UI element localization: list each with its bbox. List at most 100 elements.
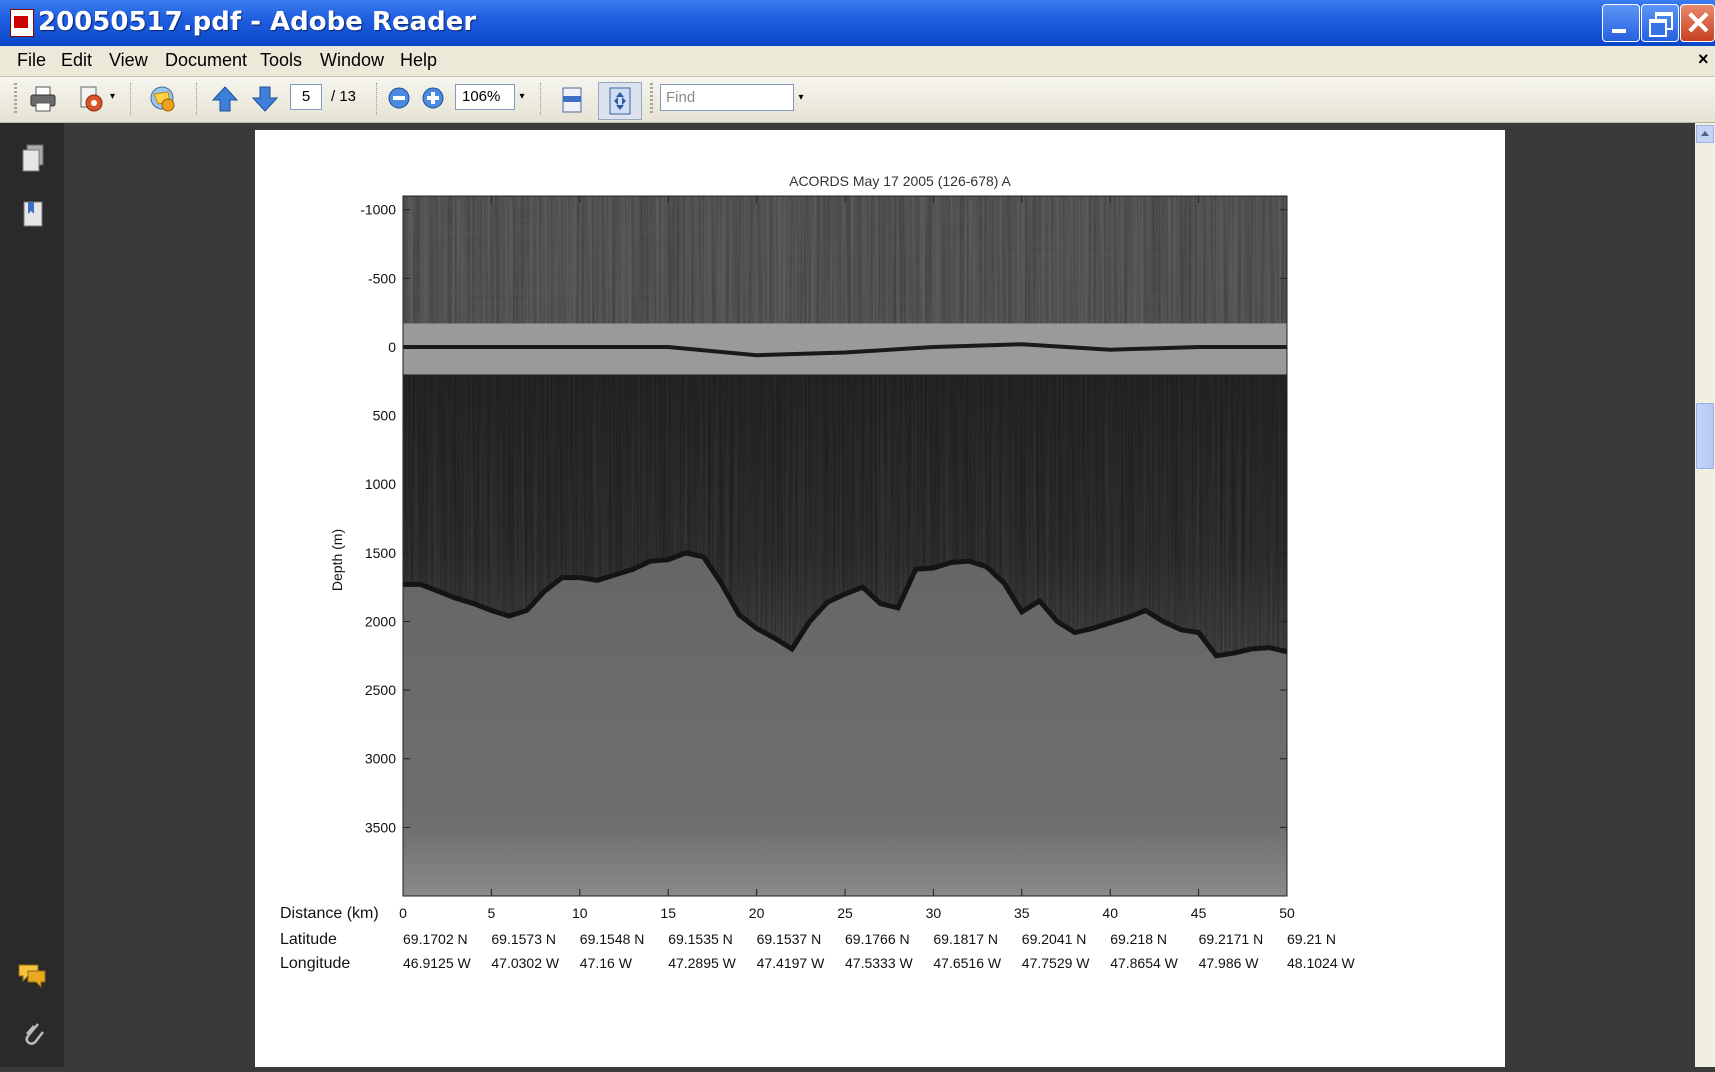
comments-icon[interactable] (16, 961, 48, 991)
longitude-value: 47.4197 W (757, 955, 825, 971)
menu-document[interactable]: Document (165, 50, 248, 70)
find-input[interactable]: Find (660, 84, 794, 111)
x-tick-label: 10 (572, 905, 588, 921)
longitude-value: 47.5333 W (845, 955, 913, 971)
close-document-icon[interactable]: × (1698, 49, 1709, 69)
latitude-label: Latitude (280, 931, 337, 948)
close-icon: ✕ (1685, 5, 1712, 41)
y-tick-label: -1000 (360, 202, 396, 218)
toolbar-separator (540, 83, 544, 115)
latitude-value: 69.2041 N (1022, 931, 1087, 947)
surface-reflection (403, 342, 1287, 358)
menu-bar: File Edit View Document Tools Window Hel… (0, 46, 1715, 77)
fit-page-icon (609, 87, 631, 115)
latitude-row: 69.1702 N 69.1573 N 69.1548 N 69.1535 N 69.1… (403, 931, 1336, 947)
pages-panel-icon[interactable] (20, 143, 46, 173)
x-tick-label: 45 (1191, 905, 1207, 921)
latitude-value: 69.218 N (1110, 931, 1167, 947)
y-tick-label: 0 (388, 339, 396, 355)
x-tick-label: 25 (837, 905, 853, 921)
longitude-value: 48.1024 W (1287, 955, 1355, 971)
restore-button[interactable] (1641, 4, 1679, 42)
menu-file[interactable]: File (17, 50, 47, 70)
bookmarks-panel-icon[interactable] (20, 199, 46, 229)
email-dropdown-icon[interactable]: ▾ (110, 91, 116, 102)
latitude-value: 69.21 N (1287, 931, 1336, 947)
scroll-up-button[interactable] (1696, 125, 1714, 143)
y-tick-label: 500 (373, 408, 397, 424)
toolbar-grip[interactable] (14, 83, 17, 115)
menu-view[interactable]: View (109, 50, 148, 70)
latitude-value: 69.1537 N (757, 931, 822, 947)
longitude-value: 47.16 W (580, 955, 633, 971)
y-tick-label: 1000 (365, 476, 396, 492)
zoom-out-icon[interactable] (386, 85, 412, 111)
print-icon[interactable] (28, 84, 58, 114)
menu-help[interactable]: Help (400, 50, 438, 70)
email-attach-icon[interactable] (76, 84, 106, 114)
latitude-value: 69.1573 N (491, 931, 556, 947)
radargram-figure: ACORDS May 17 2005 (126-678) A -1000 -500… (280, 173, 1355, 972)
toolbar-separator (196, 83, 200, 115)
radar-noise-horizontal (403, 196, 1287, 324)
menu-window[interactable]: Window (320, 50, 385, 70)
longitude-value: 47.0302 W (491, 955, 559, 971)
latitude-value: 69.1702 N (403, 931, 468, 947)
page-number-input[interactable]: 5 (290, 84, 322, 110)
page-total: / 13 (331, 88, 357, 105)
menu-edit[interactable]: Edit (61, 50, 93, 70)
zoom-in-icon[interactable] (420, 85, 446, 111)
next-page-icon[interactable] (250, 84, 280, 114)
longitude-row: 46.9125 W 47.0302 W 47.16 W 47.2895 W 47.419… (403, 955, 1355, 971)
x-tick-label: 5 (488, 905, 496, 921)
toolbar-grip[interactable] (650, 83, 653, 115)
y-tick-label: 1500 (365, 545, 396, 561)
toolbar-separator (376, 83, 380, 115)
x-tick-label: 0 (399, 905, 407, 921)
latitude-value: 69.1817 N (933, 931, 998, 947)
longitude-value: 47.986 W (1199, 955, 1260, 971)
x-tick-label: 15 (660, 905, 676, 921)
close-button[interactable]: ✕ (1680, 4, 1715, 42)
toolbar-separator (130, 83, 134, 115)
latitude-value: 69.1548 N (580, 931, 645, 947)
longitude-value: 47.6516 W (933, 955, 1001, 971)
y-tick-label: 2000 (365, 613, 396, 629)
chart-title: ACORDS May 17 2005 (126-678) A (789, 173, 1011, 189)
y-axis-label: Depth (m) (329, 529, 345, 591)
scroll-thumb[interactable] (1696, 403, 1714, 469)
menu-tools[interactable]: Tools (260, 50, 303, 70)
x-tick-label: 30 (926, 905, 942, 921)
radargram-image (403, 196, 1287, 896)
previous-page-icon[interactable] (210, 84, 240, 114)
fit-page-button[interactable] (598, 82, 642, 120)
collaborate-icon[interactable] (148, 84, 178, 114)
bed-reflection (403, 550, 1287, 659)
x-tick-label: 35 (1014, 905, 1030, 921)
zoom-dropdown-icon[interactable]: ▾ (519, 91, 525, 102)
x-tick-label: 20 (749, 905, 765, 921)
x-axis-label: Distance (km) (280, 905, 379, 922)
fit-width-icon[interactable] (558, 85, 586, 115)
minimize-button[interactable] (1602, 4, 1640, 42)
navigation-panel (0, 123, 65, 1067)
adobe-pdf-icon (10, 9, 34, 37)
window-title: 20050517.pdf - Adobe Reader (38, 7, 477, 37)
x-tick-label: 50 (1279, 905, 1295, 921)
zoom-level-input[interactable]: 106% (455, 84, 515, 110)
longitude-value: 46.9125 W (403, 955, 471, 971)
y-axis: -1000 -500 0 500 1000 1500 2000 2500 3000 3500 (360, 202, 1287, 835)
y-tick-label: 3500 (365, 819, 396, 835)
y-tick-label: 2500 (365, 682, 396, 698)
attachments-icon[interactable] (20, 1018, 46, 1048)
y-tick-label: 3000 (365, 751, 396, 767)
title-bar: 20050517.pdf - Adobe Reader ✕ (0, 0, 1715, 46)
find-dropdown-icon[interactable]: ▾ (798, 92, 804, 103)
vertical-scrollbar[interactable] (1695, 123, 1715, 1067)
y-tick-label: -500 (368, 270, 396, 286)
latitude-value: 69.1535 N (668, 931, 733, 947)
x-tick-label: 40 (1102, 905, 1118, 921)
latitude-value: 69.2171 N (1199, 931, 1264, 947)
pdf-page: ACORDS May 17 2005 (126-678) A -1000 -500… (255, 130, 1505, 1067)
x-axis: 0 5 10 15 20 25 30 35 40 45 50 (399, 196, 1295, 921)
